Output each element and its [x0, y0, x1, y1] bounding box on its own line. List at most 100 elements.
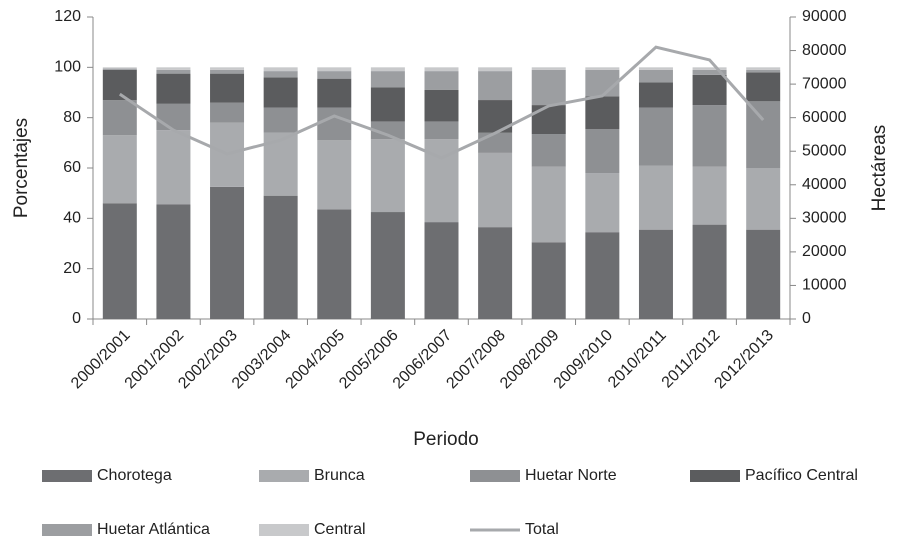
bar-segment: [370, 71, 405, 88]
legend-label: Huetar Norte: [525, 467, 617, 484]
bar-segment: [746, 72, 781, 102]
legend-swatch: [259, 524, 309, 536]
bar-segment: [478, 227, 513, 319]
y-tick-label: 20: [63, 260, 81, 277]
bar-segment: [746, 229, 781, 319]
bar-segment: [692, 69, 727, 75]
bar-segment: [317, 71, 352, 79]
legend-label: Chorotega: [97, 467, 172, 484]
bar-segment: [317, 140, 352, 210]
bar-segment: [263, 195, 298, 319]
y2-tick-label: 20000: [802, 243, 847, 260]
bar-segment: [370, 212, 405, 319]
bar-segment: [102, 203, 137, 319]
bar-segment: [424, 71, 459, 90]
bar-segment: [370, 87, 405, 122]
x-axis-label: Periodo: [413, 429, 479, 450]
x-tick-label: 2009/2010: [551, 327, 617, 393]
legend-swatch: [470, 470, 520, 482]
bar-segment: [692, 74, 727, 106]
bar-segment: [585, 96, 620, 129]
y2-axis-label: Hectáreas: [869, 125, 890, 212]
y-tick-label: 40: [63, 210, 81, 227]
bar-segment: [531, 67, 566, 70]
bar-segment: [424, 222, 459, 319]
x-tick-label: 2012/2013: [711, 327, 777, 393]
legend-label: Pacífico Central: [745, 467, 858, 484]
bar-segment: [692, 105, 727, 167]
bar-segment: [531, 242, 566, 319]
bar-segment: [692, 67, 727, 70]
bar-segment: [746, 69, 781, 73]
bar-segment: [585, 69, 620, 97]
y2-tick-label: 50000: [802, 142, 847, 159]
y2-tick-label: 60000: [802, 109, 847, 126]
bar-segment: [263, 71, 298, 78]
bar-segment: [692, 224, 727, 319]
bar-segment: [370, 139, 405, 213]
bar-segment: [692, 166, 727, 225]
bar-segment: [263, 77, 298, 108]
bar-segment: [478, 152, 513, 228]
legend-swatch: [690, 470, 740, 482]
bar-segment: [102, 67, 137, 69]
legend-label: Brunca: [314, 467, 365, 484]
bar-segment: [156, 103, 191, 131]
y-tick-label: 0: [72, 310, 81, 327]
bar-segment: [746, 101, 781, 168]
y-tick-label: 80: [63, 109, 81, 126]
bar-segment: [585, 232, 620, 319]
y2-tick-label: 10000: [802, 277, 847, 294]
bar-segment: [263, 67, 298, 72]
bar-segment: [424, 121, 459, 140]
bar-segment: [156, 69, 191, 74]
bar-segment: [478, 67, 513, 72]
bar-segment: [585, 67, 620, 70]
total-line: [118, 45, 765, 160]
bar-segment: [638, 165, 673, 230]
bar-segment: [102, 68, 137, 70]
bar-segment: [317, 67, 352, 72]
bar-segment: [156, 130, 191, 205]
legend-label: Huetar Atlántica: [97, 521, 210, 538]
bar-segment: [317, 78, 352, 108]
y2-tick-label: 80000: [802, 42, 847, 59]
bar-segment: [263, 107, 298, 133]
bar-segment: [638, 82, 673, 108]
bar-segment: [370, 67, 405, 72]
bar-segment: [424, 89, 459, 122]
bar-segment: [585, 173, 620, 233]
y-tick-label: 100: [54, 59, 81, 76]
legend-swatch: [42, 470, 92, 482]
bar-segment: [210, 73, 245, 103]
y-axis-label: Porcentajes: [11, 118, 32, 218]
y2-tick-label: 40000: [802, 176, 847, 193]
legend-swatch: [42, 524, 92, 536]
bar-segment: [531, 166, 566, 243]
bar-segment: [210, 102, 245, 123]
bar-segment: [370, 121, 405, 140]
bar-segment: [156, 67, 191, 70]
bar-segment: [746, 67, 781, 70]
y-tick-label: 120: [54, 8, 81, 25]
bar-segment: [210, 69, 245, 74]
bar-segment: [317, 209, 352, 319]
bar-segment: [156, 73, 191, 104]
bar-segment: [585, 128, 620, 174]
y2-tick-label: 90000: [802, 8, 847, 25]
y2-tick-label: 0: [802, 310, 811, 327]
bar-segment: [424, 67, 459, 72]
y2-tick-label: 30000: [802, 210, 847, 227]
legend-label: Central: [314, 521, 366, 538]
bar-segment: [478, 132, 513, 153]
bar-segment: [156, 204, 191, 319]
legend-swatch: [259, 470, 309, 482]
bar-segment: [531, 134, 566, 167]
bar-segment: [531, 105, 566, 135]
bar-segment: [478, 71, 513, 101]
bar-segment: [531, 69, 566, 106]
y-tick-label: 60: [63, 159, 81, 176]
bar-segment: [746, 168, 781, 230]
bar-segment: [638, 229, 673, 319]
